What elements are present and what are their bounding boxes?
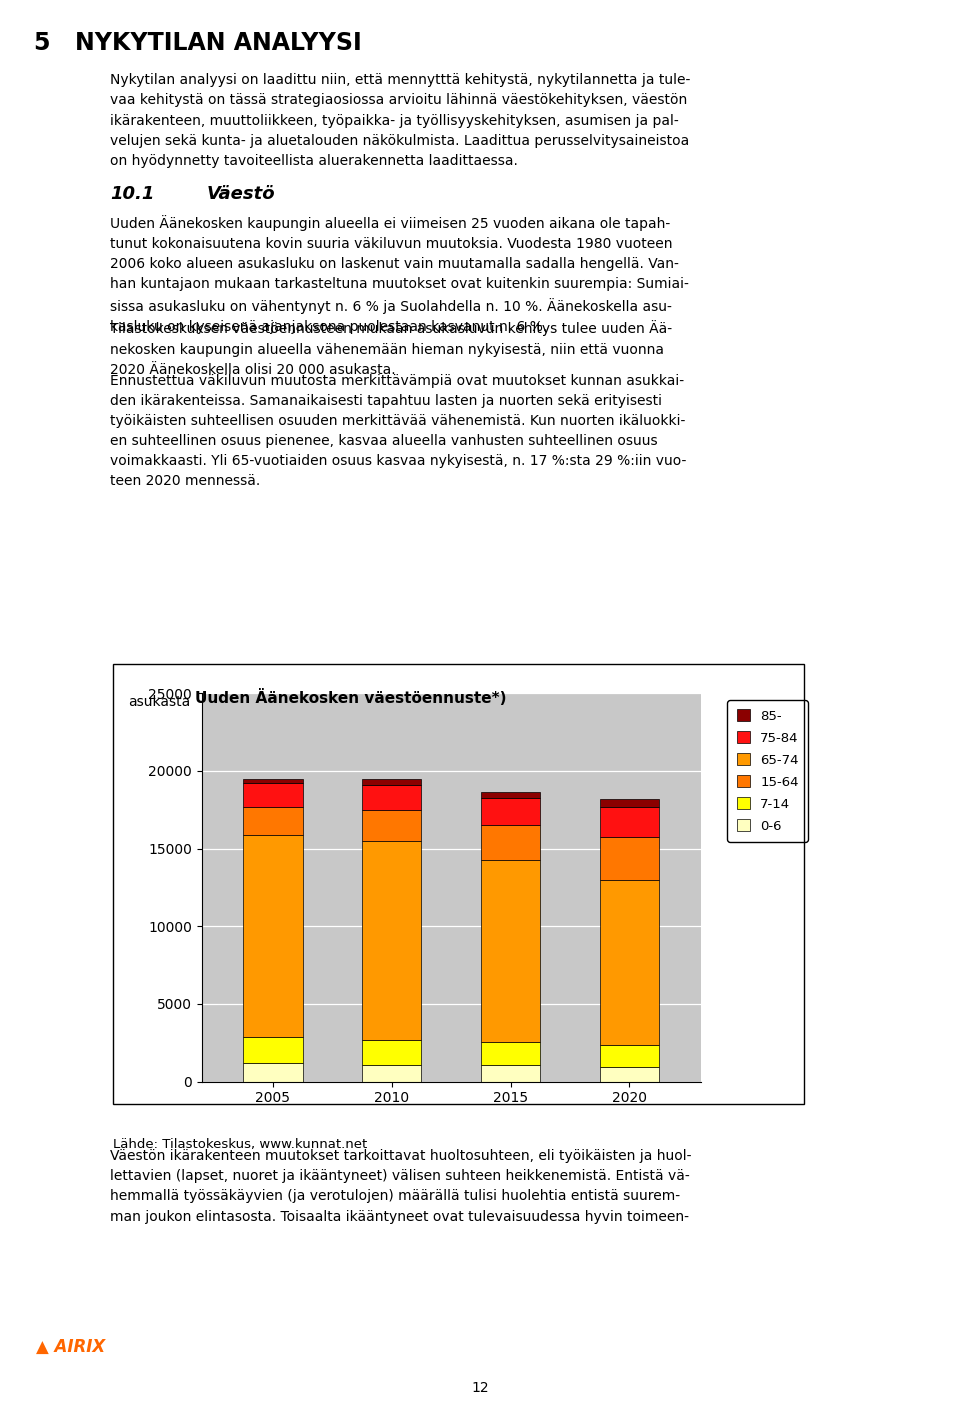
Bar — [600, 799, 660, 808]
Bar — [243, 1063, 302, 1082]
Bar — [362, 1039, 421, 1065]
Text: Ennustettua väkiluvun muutosta merkittävämpiä ovat muutokset kunnan asukkai-
den: Ennustettua väkiluvun muutosta merkittäv… — [110, 374, 686, 489]
Bar — [481, 860, 540, 1042]
Text: Nykytilan analyysi on laadittu niin, että mennytttä kehitystä, nykytilannetta ja: Nykytilan analyysi on laadittu niin, ett… — [110, 73, 691, 168]
Bar — [362, 810, 421, 840]
Text: asukasta: asukasta — [128, 695, 190, 709]
Bar — [481, 1042, 540, 1065]
Bar — [243, 834, 302, 1036]
Bar — [600, 837, 660, 881]
Bar — [362, 1065, 421, 1082]
Text: Väestö: Väestö — [206, 185, 275, 203]
Bar — [481, 798, 540, 825]
Text: NYKYTILAN ANALYYSI: NYKYTILAN ANALYYSI — [75, 31, 362, 55]
Legend: 85-, 75-84, 65-74, 15-64, 7-14, 0-6: 85-, 75-84, 65-74, 15-64, 7-14, 0-6 — [728, 700, 808, 842]
Bar — [481, 1065, 540, 1082]
Bar — [362, 785, 421, 809]
Bar — [243, 1036, 302, 1063]
Bar — [243, 784, 302, 806]
Text: Väestön ikärakenteen muutokset tarkoittavat huoltosuhteen, eli työikäisten ja hu: Väestön ikärakenteen muutokset tarkoitta… — [110, 1149, 692, 1224]
Text: ▲ AIRIX: ▲ AIRIX — [36, 1337, 106, 1356]
Bar — [243, 779, 302, 784]
Text: Uuden Äänekosken väestöennuste*): Uuden Äänekosken väestöennuste*) — [195, 689, 506, 706]
Bar — [362, 840, 421, 1039]
Bar — [481, 792, 540, 798]
Bar — [481, 825, 540, 860]
Bar — [362, 779, 421, 785]
Text: 5: 5 — [34, 31, 50, 55]
Bar — [243, 806, 302, 834]
Bar — [600, 1045, 660, 1067]
Text: Uuden Äänekosken kaupungin alueella ei viimeisen 25 vuoden aikana ole tapah-
tun: Uuden Äänekosken kaupungin alueella ei v… — [110, 215, 689, 333]
Bar — [600, 808, 660, 837]
Text: 10.1: 10.1 — [110, 185, 155, 203]
Bar — [600, 1067, 660, 1082]
Text: 12: 12 — [471, 1381, 489, 1395]
Text: Lähde: Tilastokeskus, www.kunnat.net: Lähde: Tilastokeskus, www.kunnat.net — [113, 1138, 368, 1151]
Text: Tilastokeskuksen väestöennusteen mukaan asukasluvun kehitys tulee uuden Ää-
neko: Tilastokeskuksen väestöennusteen mukaan … — [110, 321, 673, 377]
Bar — [600, 881, 660, 1045]
